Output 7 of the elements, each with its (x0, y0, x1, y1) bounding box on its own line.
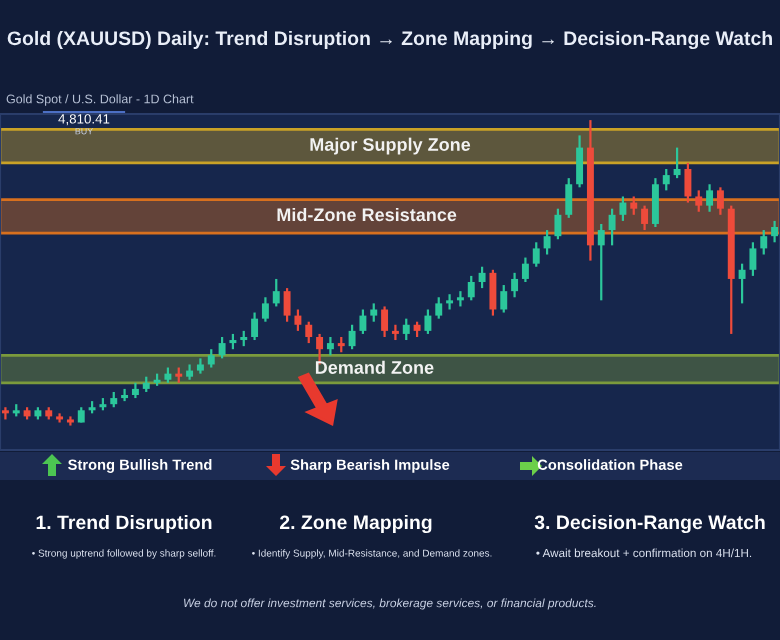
band-label: Major Supply Zone (310, 137, 471, 155)
chart-title: Gold (XAUUSD) Daily: Trend Disruption → Zone Mapping → Decision-Range Watch (7, 30, 772, 50)
text: 2. Zone Mapping (279, 514, 432, 534)
band-label: Demand Zone (315, 360, 434, 374)
text: 3. Decision-Range Watch (534, 514, 765, 534)
band-label: Mid-Zone Resistance (277, 207, 457, 222)
text: 1. Trend Disruption (36, 514, 212, 534)
